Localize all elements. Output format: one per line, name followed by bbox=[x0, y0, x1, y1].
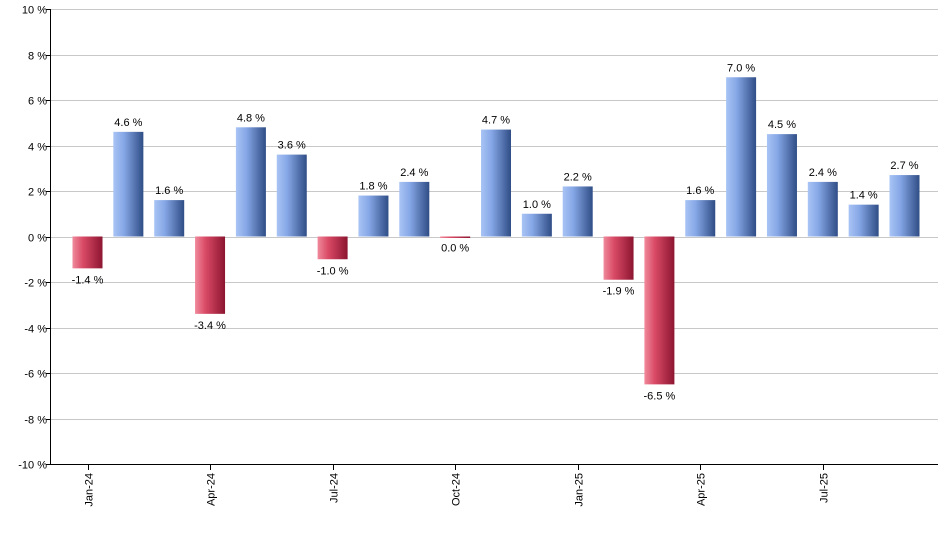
bar bbox=[235, 127, 266, 237]
data-label: 1.8 % bbox=[359, 181, 387, 193]
bar bbox=[195, 236, 226, 314]
x-tick-label: Jan-24 bbox=[84, 473, 96, 507]
data-label: -3.4 % bbox=[194, 320, 226, 332]
bar bbox=[685, 200, 716, 237]
data-label: -1.9 % bbox=[603, 286, 635, 298]
data-label: 2.4 % bbox=[809, 167, 837, 179]
bar bbox=[276, 154, 307, 237]
data-label: 2.7 % bbox=[890, 160, 918, 172]
axes: 10 % 8 % 6 % 4 % 2 % 0 % -2 % -4 % -6 % -8 % -10 %… bbox=[18, 5, 938, 507]
x-tick-label: Jan-25 bbox=[574, 473, 586, 507]
bar bbox=[521, 213, 552, 237]
data-label: 0.0 % bbox=[441, 243, 469, 255]
data-label: 3.6 % bbox=[278, 140, 306, 152]
data-label: -1.0 % bbox=[317, 265, 349, 277]
y-tick-label: -8 % bbox=[24, 415, 47, 427]
y-tick-label: 4 % bbox=[28, 142, 47, 154]
data-label: 4.8 % bbox=[237, 112, 265, 124]
bar bbox=[154, 200, 185, 237]
data-label: 2.4 % bbox=[400, 167, 428, 179]
y-tick-label: 2 % bbox=[28, 187, 47, 199]
x-tick-label: Jul-24 bbox=[329, 473, 341, 503]
grid-lines bbox=[50, 9, 938, 465]
bar bbox=[603, 236, 634, 280]
y-tick-label: 0 % bbox=[28, 233, 47, 245]
bar bbox=[481, 129, 511, 237]
y-tick-label: -4 % bbox=[24, 324, 47, 336]
bar bbox=[807, 181, 838, 237]
data-labels: -1.4 % 4.6 % 1.6 % -3.4 % 4.8 % 3.6 % -1.0 % 1.… bbox=[72, 62, 919, 402]
bar bbox=[358, 195, 389, 237]
data-label: 4.5 % bbox=[768, 119, 796, 131]
data-label: 1.6 % bbox=[155, 185, 183, 197]
x-tick-label: Oct-24 bbox=[451, 473, 463, 506]
bar bbox=[889, 175, 920, 237]
bar bbox=[113, 131, 144, 237]
y-tick-label: 8 % bbox=[28, 51, 47, 63]
y-tick-label: 10 % bbox=[22, 5, 47, 17]
bar bbox=[726, 77, 757, 237]
bar bbox=[317, 236, 348, 260]
bars bbox=[72, 77, 920, 385]
bar bbox=[72, 236, 103, 269]
data-label: 4.7 % bbox=[482, 115, 510, 127]
data-label: 7.0 % bbox=[727, 62, 755, 74]
data-label: -1.4 % bbox=[72, 274, 104, 286]
y-tick-label: 6 % bbox=[28, 96, 47, 108]
data-label: 2.2 % bbox=[564, 171, 592, 183]
y-tick-label: -2 % bbox=[24, 278, 47, 290]
bar bbox=[848, 204, 879, 237]
bar bbox=[766, 134, 797, 237]
data-label: 1.6 % bbox=[686, 185, 714, 197]
y-tick-label: -10 % bbox=[18, 460, 47, 472]
bar bbox=[440, 236, 471, 238]
y-tick-label: -6 % bbox=[24, 369, 47, 381]
bar bbox=[399, 181, 430, 237]
x-tick-label: Apr-25 bbox=[696, 473, 708, 506]
x-tick-label: Apr-24 bbox=[206, 473, 218, 506]
data-label: 4.6 % bbox=[114, 117, 142, 129]
bar bbox=[562, 186, 593, 237]
data-label: 1.0 % bbox=[523, 199, 551, 211]
bar bbox=[644, 236, 675, 385]
x-tick-label: Jul-25 bbox=[819, 473, 831, 503]
data-label: -6.5 % bbox=[644, 390, 676, 402]
data-label: 1.4 % bbox=[850, 190, 878, 202]
